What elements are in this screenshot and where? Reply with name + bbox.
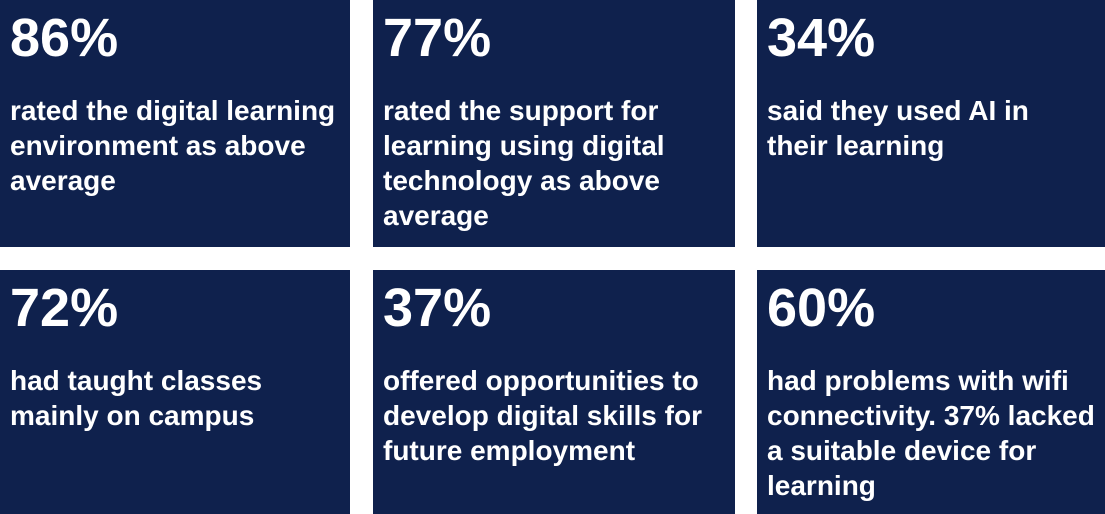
- stat-description: had problems with wifi connectivity. 37%…: [767, 365, 1095, 501]
- stat-tile-digital-skills-opportunities: 37% offered opportunities to develop dig…: [373, 270, 735, 514]
- stat-tile-digital-learning-environment: 86% rated the digital learning environme…: [0, 0, 350, 247]
- stat-value: 37%: [383, 278, 492, 338]
- stat-tile-wifi-problems: 60% had problems with wifi connectivity.…: [757, 270, 1105, 514]
- stat-value: 72%: [10, 278, 119, 338]
- stat-tile-ai-usage: 34% said they used AI in their learning: [757, 0, 1105, 247]
- stat-value: 60%: [767, 278, 876, 338]
- stat-tile-digital-technology-support: 77% rated the support for learning using…: [373, 0, 735, 247]
- stat-tile-taught-on-campus: 72% had taught classes mainly on campus: [0, 270, 350, 514]
- stat-description: rated the digital learning environment a…: [10, 95, 336, 196]
- stat-description: said they used AI in their learning: [767, 95, 1029, 161]
- stat-value: 34%: [767, 8, 876, 68]
- stat-value: 77%: [383, 8, 492, 68]
- stat-value: 86%: [10, 8, 119, 68]
- stat-description: offered opportunities to develop digital…: [383, 365, 702, 466]
- stat-description: rated the support for learning using dig…: [383, 95, 665, 231]
- stat-description: had taught classes mainly on campus: [10, 365, 263, 431]
